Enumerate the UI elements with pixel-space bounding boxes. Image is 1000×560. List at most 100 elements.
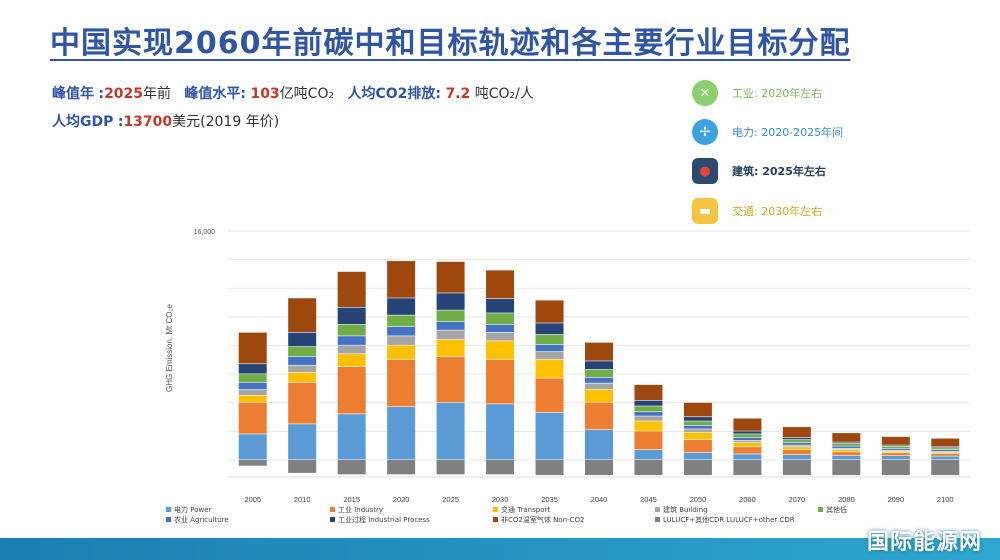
bar-segment (288, 382, 317, 424)
x-tick-label: 2045 (640, 495, 657, 504)
bar-segment (288, 346, 317, 357)
bar-group-2025 (436, 261, 465, 475)
bar-segment (387, 407, 416, 460)
x-tick-label: 2015 (343, 495, 360, 504)
bar-segment (931, 451, 960, 453)
car-icon: ▬ (692, 198, 718, 224)
bar-segment (881, 450, 910, 452)
bar-segment (486, 341, 515, 360)
y-axis-label: GHG Emission, Mt CO₂e (165, 303, 174, 392)
bar-segment (585, 342, 613, 361)
bar-group-2005 (238, 332, 267, 466)
bar-segment (486, 298, 515, 313)
y-tick-label: 16,000 (194, 229, 216, 236)
gdp-note: (2019 年价) (200, 114, 280, 130)
bar-group-2045 (634, 384, 663, 475)
bar-segment-negative (288, 460, 317, 473)
legend-swatch (330, 517, 335, 522)
bar-segment (782, 454, 811, 460)
bar-segment (436, 330, 465, 340)
legend-label: 非CO2温室气体 Non-CO2 (501, 515, 584, 524)
bar-segment (436, 321, 465, 330)
bar-segment (733, 442, 762, 447)
peak-level-unit: 亿吨CO₂ (279, 86, 335, 102)
bar-segment (782, 449, 811, 455)
bar-segment (535, 378, 564, 413)
bar-group-2030 (486, 270, 515, 475)
bar-segment (634, 406, 663, 412)
bar-segment (832, 446, 861, 448)
bar-segment (683, 452, 712, 460)
bar-segment (881, 446, 910, 449)
bar-segment (436, 261, 465, 293)
x-tick-label: 2025 (442, 495, 459, 504)
x-tick-label: 2030 (492, 495, 509, 504)
bar-group-2010 (288, 298, 317, 473)
sector-transport: ▬ 交通: 2030年左右 (692, 196, 822, 226)
bar-segment (683, 425, 712, 429)
wind-turbine-icon: ✢ (692, 119, 718, 145)
bar-segment-negative (337, 460, 366, 475)
bar-segment (733, 447, 762, 454)
bar-segment-negative (585, 460, 613, 475)
bar-segment-negative (238, 460, 267, 466)
sector-building-label: 建筑: 2025年左右 (732, 165, 826, 178)
bar-segment (238, 382, 267, 390)
bar-segment (634, 416, 663, 421)
legend-label: 电力 Power (174, 505, 212, 514)
bar-segment (931, 453, 960, 456)
bar-segment (436, 310, 465, 322)
bar-segment (337, 345, 366, 354)
bar-segment (288, 372, 317, 383)
bars (238, 261, 960, 475)
bar-group-2070 (782, 427, 811, 475)
per-capita-unit: 吨CO₂/人 (474, 86, 534, 102)
summary-stats: 峰值年 :2025年前 峰值水平: 103亿吨CO₂ 人均CO2排放: 7.2 … (52, 80, 534, 136)
bar-segment (585, 429, 613, 460)
bar-segment (387, 359, 416, 407)
x-tick-label: 2035 (541, 495, 558, 504)
legend-swatch (655, 517, 660, 522)
legend-label: 建筑 Building (663, 505, 708, 514)
watermark: 国际能源网 (866, 530, 982, 555)
legend-label: 工业过程 Industrial Process (338, 515, 430, 524)
bar-group-2020 (387, 261, 416, 475)
bar-segment (881, 436, 910, 445)
bar-segment (337, 366, 366, 414)
bar-segment (535, 359, 564, 378)
bar-segment (238, 332, 267, 364)
bar-segment (931, 448, 960, 450)
bar-segment (585, 369, 613, 378)
x-tick-label: 2070 (789, 495, 806, 504)
bar-segment (881, 453, 910, 456)
bar-segment (881, 451, 910, 453)
bar-segment-negative (733, 460, 762, 475)
bar-segment (931, 447, 960, 448)
bar-segment (832, 448, 861, 450)
bar-segment-negative (387, 460, 416, 475)
sector-industry-label: 工业: 2020年左右 (732, 87, 823, 100)
bar-segment (832, 433, 861, 442)
bar-group-2035 (535, 300, 564, 475)
bar-segment (634, 431, 663, 450)
x-tick-label: 2020 (393, 495, 410, 504)
per-capita-value: 7.2 (445, 86, 471, 102)
bar-segment (238, 389, 267, 395)
bar-segment (486, 270, 515, 299)
bar-segment (535, 351, 564, 360)
bar-segment (387, 336, 416, 345)
bar-segment (387, 298, 416, 315)
bar-segment (436, 402, 465, 460)
bar-segment-negative (881, 460, 910, 475)
bar-segment (634, 449, 663, 460)
legend-swatch (493, 507, 498, 512)
bar-segment (634, 412, 663, 416)
per-capita-label: 人均CO2排放: (347, 86, 441, 102)
bar-segment (585, 377, 613, 383)
bar-segment (337, 354, 366, 367)
legend-swatch (818, 507, 823, 512)
bar-segment (683, 432, 712, 440)
bar-segment (634, 421, 663, 431)
bar-segment-negative (436, 460, 465, 475)
